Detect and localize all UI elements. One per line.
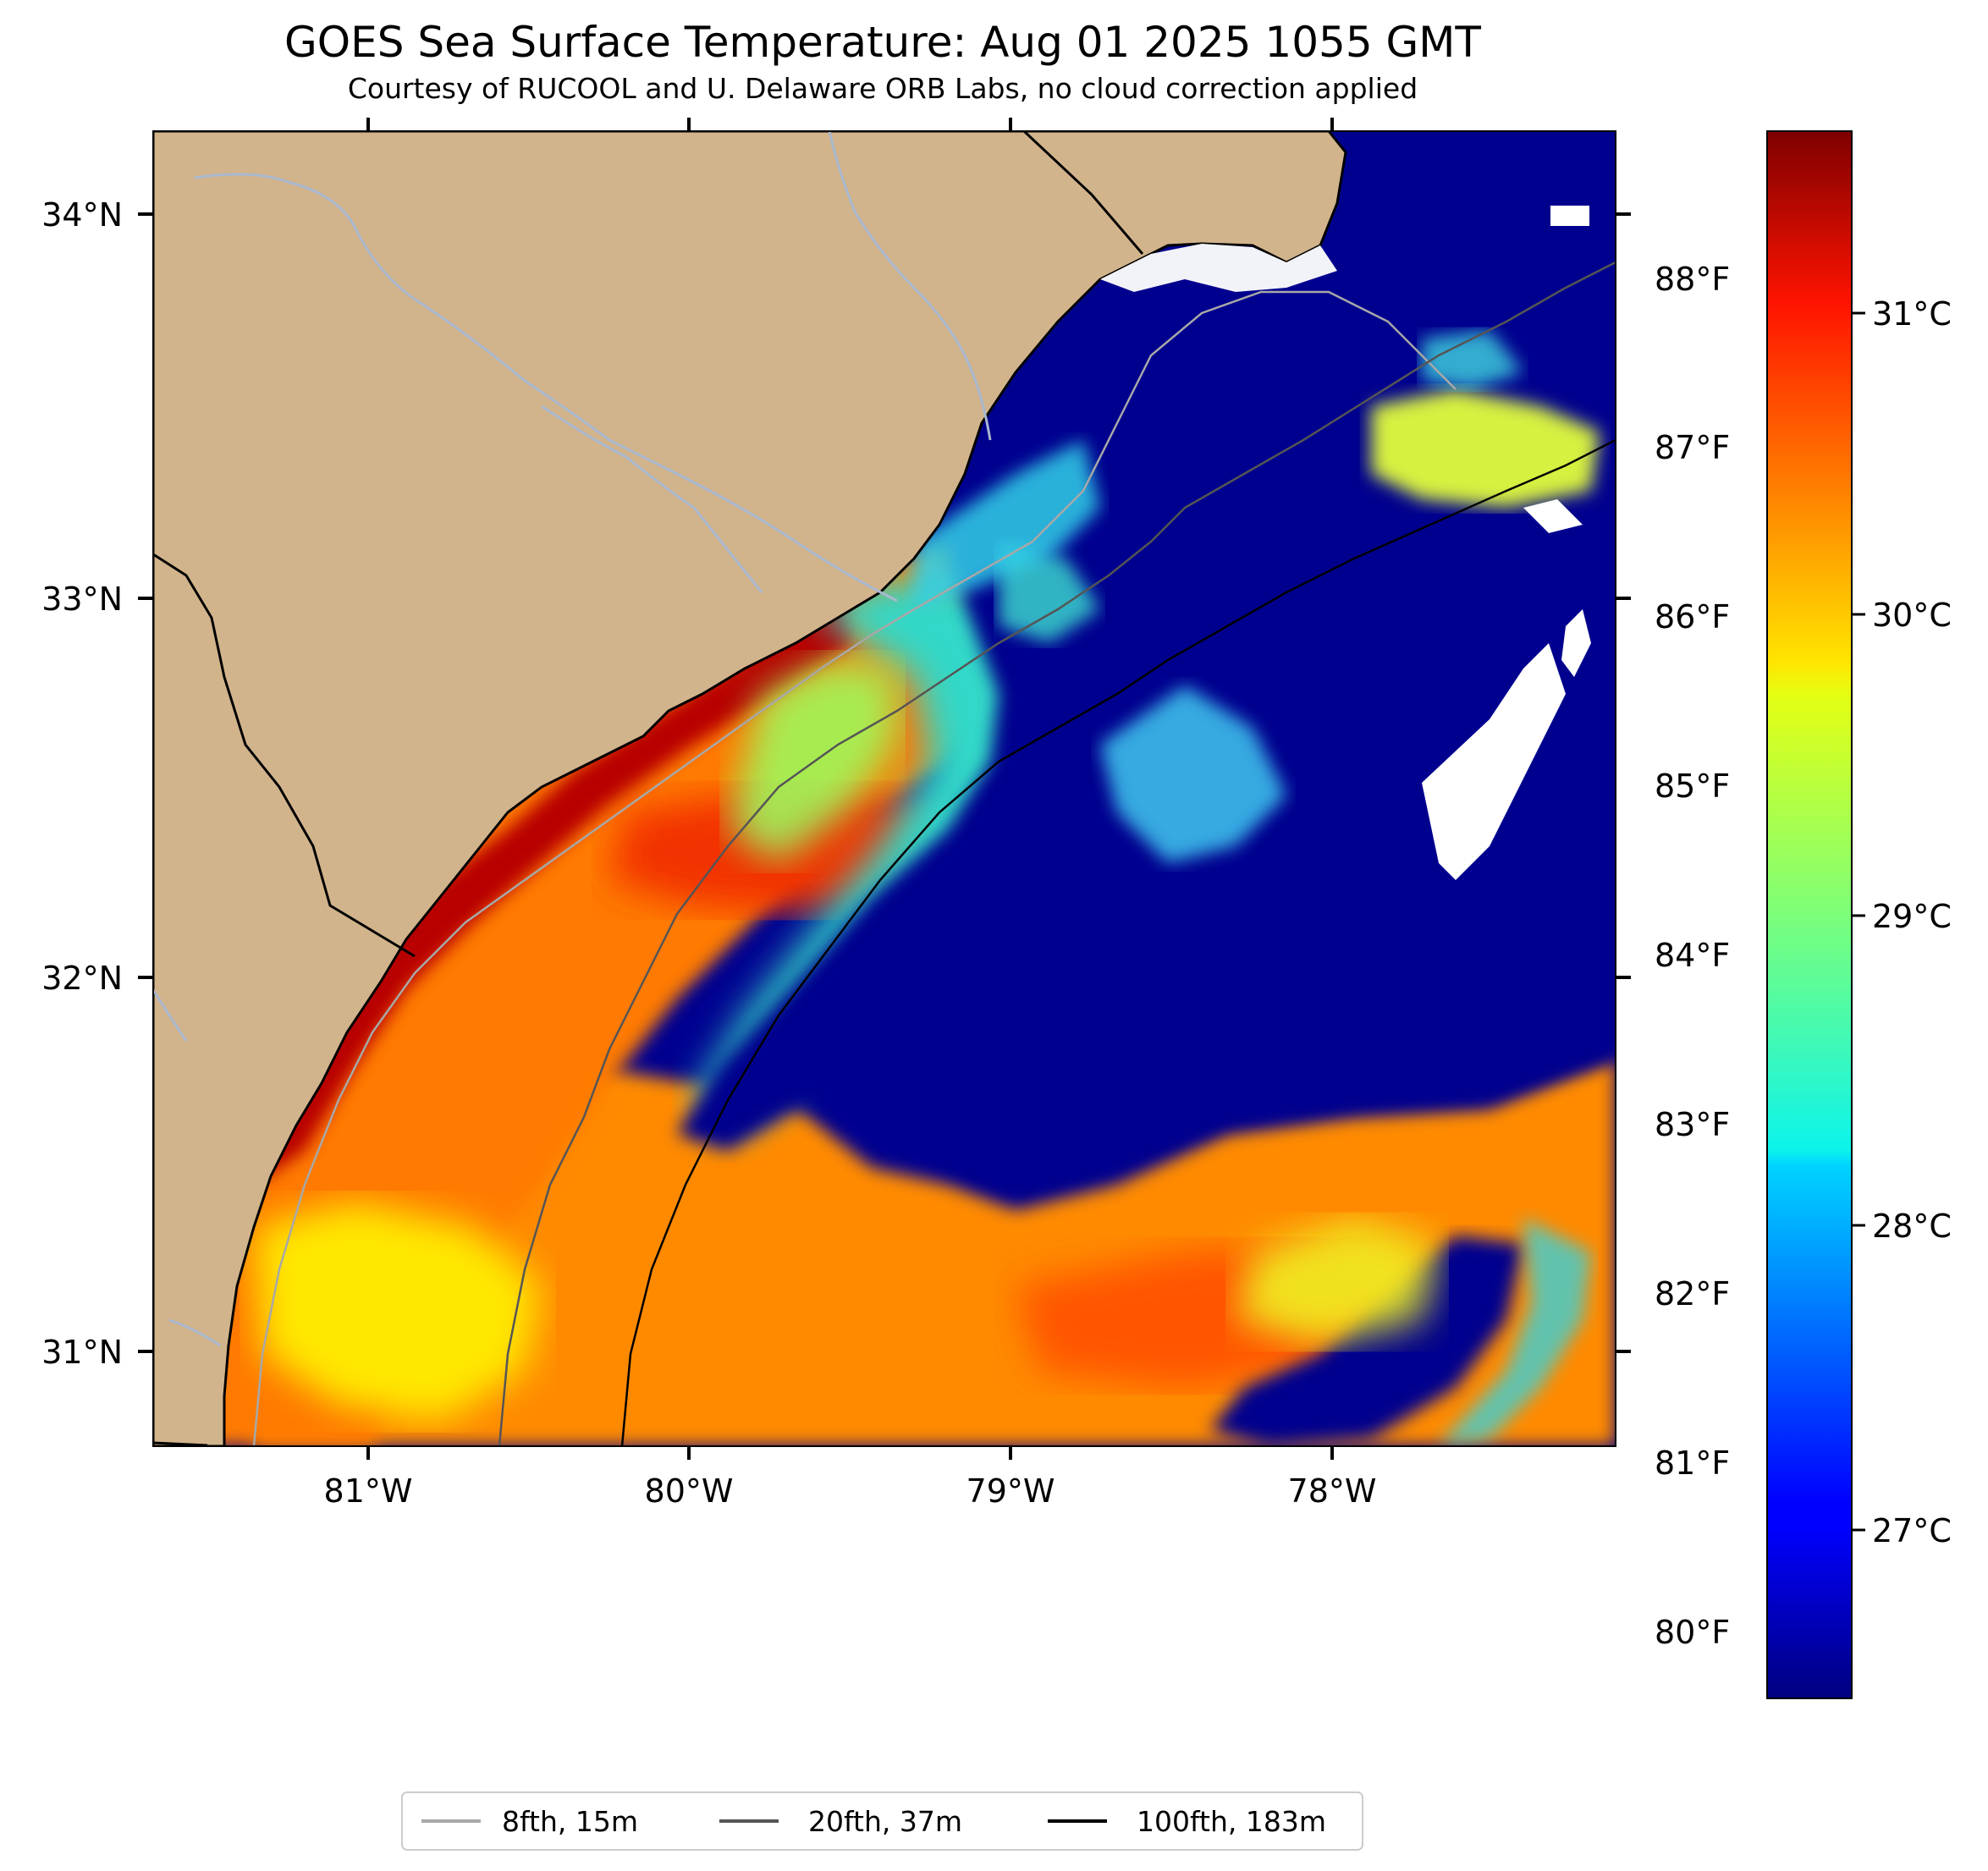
lat-tick-34n: 34°N (41, 196, 123, 234)
map-title: GOES Sea Surface Temperature: Aug 01 202… (284, 18, 1481, 67)
c-tick-30: 30°C (1872, 597, 1952, 634)
fahrenheit-axis: 88°F 87°F 86°F 85°F 84°F 83°F 82°F 81°F … (1655, 261, 1730, 1651)
legend: 8fth, 15m 20fth, 37m 100fth, 183m (401, 1791, 1363, 1851)
northeast-cyan-patch (1422, 330, 1523, 389)
lat-tick-32n: 32°N (41, 960, 123, 997)
bathy-100fth (620, 438, 1616, 1446)
map-subtitle: Courtesy of RUCOOL and U. Delaware ORB L… (348, 72, 1418, 105)
north-coastal-cyan (914, 440, 1100, 609)
cloud-gap-2 (1561, 609, 1591, 677)
land (153, 131, 1347, 1446)
lat-tick-33n: 33°N (41, 581, 123, 618)
f-tick-83: 83°F (1655, 1106, 1730, 1143)
f-tick-88: 88°F (1655, 261, 1730, 298)
inshore-yellow-pool (254, 1202, 542, 1422)
map-panel (153, 131, 1616, 1446)
lat-tick-31n: 31°N (41, 1334, 123, 1371)
lat-axis: 34°N 33°N 32°N 31°N (41, 196, 153, 1371)
cyan-filament-1 (1100, 685, 1286, 863)
map-frame (152, 130, 1616, 1447)
f-tick-85: 85°F (1655, 768, 1730, 805)
f-tick-80: 80°F (1655, 1614, 1730, 1651)
inshore-red-band (254, 592, 855, 1185)
top-ticks (366, 118, 1334, 131)
f-tick-87: 87°F (1655, 429, 1730, 466)
bathy-20fth (498, 261, 1616, 1446)
cloud-gap-1 (1422, 643, 1566, 880)
bathy-8fth (252, 290, 1457, 1446)
rivers (153, 131, 992, 1347)
f-tick-86: 86°F (1655, 598, 1730, 636)
gulf-stream (677, 131, 1616, 1193)
f-tick-82: 82°F (1655, 1275, 1730, 1312)
lon-tick-78w: 78°W (1288, 1472, 1377, 1510)
c-tick-28: 28°C (1872, 1208, 1952, 1245)
northeast-warm-patch (1371, 389, 1600, 508)
lon-tick-81w: 81°W (324, 1472, 413, 1510)
cloud-gap-3 (1550, 206, 1589, 226)
colorbar-gradient (1766, 130, 1853, 1699)
f-tick-84: 84°F (1655, 937, 1730, 974)
southeast-cold-edge (1439, 1219, 1591, 1446)
southeast-cold-band (1210, 1235, 1523, 1446)
f-tick-81: 81°F (1655, 1445, 1730, 1482)
lon-tick-79w: 79°W (966, 1472, 1055, 1510)
c-tick-29: 29°C (1872, 898, 1952, 935)
cloud-gap-4 (1523, 499, 1583, 533)
legend-label-100fth: 100fth, 183m (1137, 1805, 1326, 1838)
c-tick-27: 27°C (1872, 1512, 1952, 1549)
lon-tick-80w: 80°W (645, 1472, 734, 1510)
colorbar: 31°C 30°C 29°C 28°C 27°C (1766, 130, 1952, 1699)
legend-label-20fth: 20fth, 37m (808, 1805, 962, 1838)
c-tick-31: 31°C (1872, 295, 1952, 333)
coastal-white-fringe (1100, 244, 1337, 292)
state-borders (153, 131, 1144, 1446)
south-yellow-patch (1236, 1219, 1439, 1345)
lon-axis: 81°W 80°W 79°W 78°W (324, 1446, 1377, 1510)
right-lat-ticks (1616, 212, 1631, 1353)
legend-box (401, 1791, 1363, 1851)
legend-label-8fth: 8fth, 15m (502, 1805, 638, 1838)
